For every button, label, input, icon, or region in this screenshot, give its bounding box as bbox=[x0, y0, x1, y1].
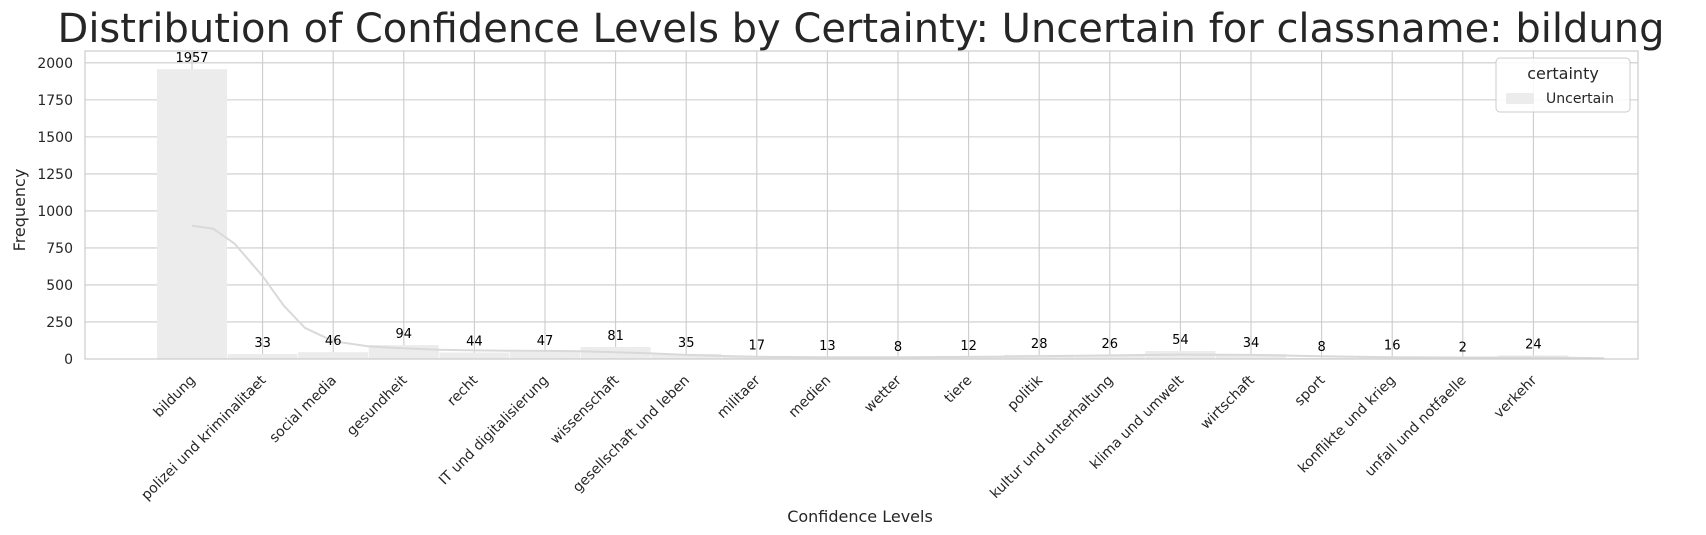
x-tick-label: militaer bbox=[714, 372, 763, 421]
y-tick-label: 0 bbox=[64, 352, 73, 368]
data-label: 35 bbox=[678, 336, 695, 351]
data-label: 33 bbox=[254, 336, 271, 351]
data-labels: 1957 33 46 94 44 47 81 35 17 13 8 12 28 26 54 34 8 16 2 24 bbox=[175, 51, 1541, 355]
x-tick-label: kultur und unterhaltung bbox=[987, 373, 1116, 502]
data-label: 81 bbox=[607, 329, 624, 344]
data-label: 16 bbox=[1384, 339, 1401, 354]
data-label: 24 bbox=[1525, 337, 1542, 352]
bar bbox=[933, 357, 1004, 359]
bar bbox=[651, 353, 722, 359]
kde-curve bbox=[191, 224, 1605, 360]
y-tick-label: 2000 bbox=[37, 56, 73, 72]
bar bbox=[227, 354, 298, 359]
x-tick-label: politik bbox=[1005, 372, 1047, 414]
data-label: 17 bbox=[749, 338, 766, 353]
x-tick-label: gesellschaft und leben bbox=[570, 373, 693, 496]
y-tick-labels: 0 250 500 750 1000 1250 1500 1750 2000 bbox=[37, 56, 73, 368]
bar bbox=[157, 69, 227, 359]
x-tick-label: social media bbox=[267, 373, 341, 447]
data-label: 94 bbox=[396, 327, 413, 342]
legend-title: certainty bbox=[1527, 64, 1599, 83]
data-label: 12 bbox=[960, 339, 977, 354]
chart-title: Distribution of Confidence Levels by Cer… bbox=[58, 6, 1665, 52]
legend-label: Uncertain bbox=[1546, 91, 1614, 107]
data-label: 47 bbox=[537, 334, 554, 349]
data-label: 13 bbox=[819, 339, 836, 354]
data-label: 44 bbox=[466, 334, 483, 349]
x-tick-label: verkehr bbox=[1491, 372, 1540, 421]
x-tick-label: wirtschaft bbox=[1198, 372, 1259, 433]
x-tick-label: medien bbox=[786, 373, 834, 421]
data-label: 34 bbox=[1243, 336, 1260, 351]
grid-lines bbox=[85, 51, 1638, 360]
data-label: 54 bbox=[1172, 333, 1189, 348]
y-tick-label: 1750 bbox=[37, 93, 73, 109]
y-tick-label: 1500 bbox=[37, 130, 73, 146]
bar bbox=[439, 352, 510, 359]
data-label: 26 bbox=[1102, 337, 1119, 352]
bars bbox=[157, 69, 1569, 359]
x-tick-label: wetter bbox=[861, 372, 905, 416]
legend-swatch bbox=[1506, 93, 1534, 104]
data-label: 8 bbox=[1317, 340, 1325, 355]
x-tick-label: wissenschaft bbox=[547, 372, 622, 447]
plot-frame bbox=[84, 50, 1639, 360]
x-tick-label: recht bbox=[444, 372, 481, 409]
data-label: 28 bbox=[1031, 337, 1048, 352]
y-tick-label: 500 bbox=[46, 278, 73, 294]
x-tick-label: bildung bbox=[151, 373, 199, 421]
x-tick-label: sport bbox=[1292, 372, 1329, 409]
bar bbox=[1074, 355, 1145, 359]
bar bbox=[298, 352, 369, 359]
bar bbox=[510, 352, 580, 359]
data-label: 8 bbox=[894, 340, 902, 355]
data-label: 1957 bbox=[175, 51, 208, 66]
y-tick-label: 1000 bbox=[37, 204, 73, 220]
data-label: 46 bbox=[325, 334, 342, 349]
y-tick-label: 1250 bbox=[37, 167, 73, 183]
legend: certainty Uncertain bbox=[1495, 57, 1631, 113]
y-tick-label: 250 bbox=[46, 315, 73, 331]
y-axis-label: Frequency bbox=[10, 169, 29, 252]
y-tick-label: 750 bbox=[46, 241, 73, 257]
bar bbox=[1216, 353, 1286, 359]
x-tick-label: tiere bbox=[941, 373, 975, 407]
data-label: 2 bbox=[1459, 341, 1467, 356]
x-axis-label: Confidence Levels bbox=[787, 507, 933, 526]
x-tick-label: gesundheit bbox=[344, 372, 411, 439]
x-tick-label: polizei und kriminalitaet bbox=[138, 372, 269, 503]
